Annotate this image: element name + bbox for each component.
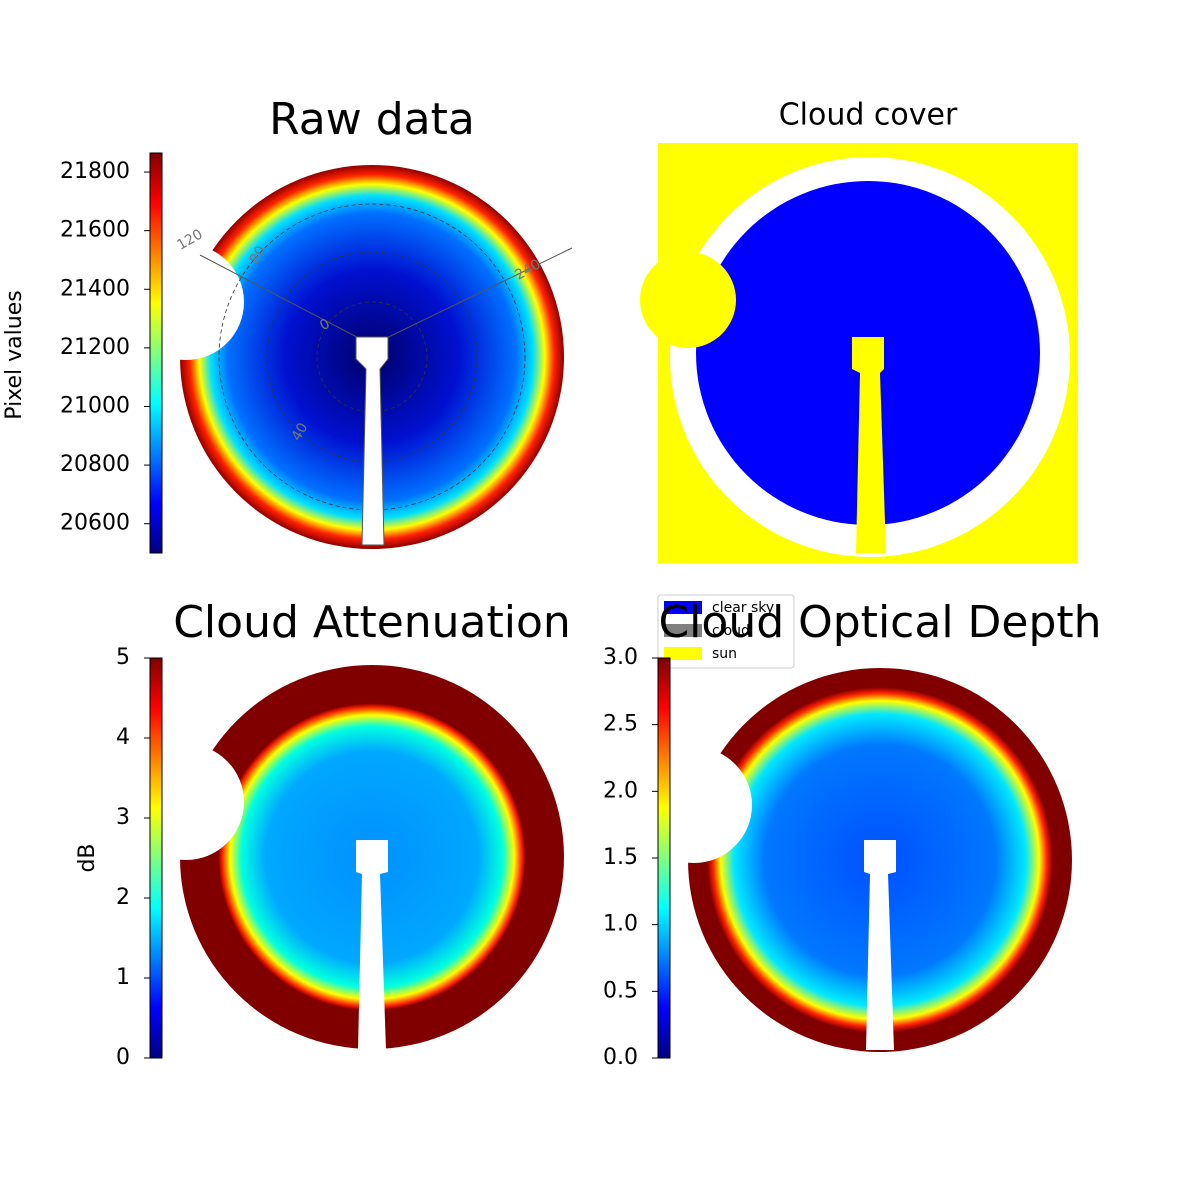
colorbar-tick-label: 0.0 (603, 1045, 638, 1070)
legend-label: sun (712, 646, 737, 662)
legend-swatch (664, 624, 702, 637)
colorbar-tick-label: 2 (116, 885, 130, 910)
colorbar-tick-label: 3 (116, 805, 130, 830)
panel-title: Raw data (269, 94, 475, 145)
attenuation-image (128, 665, 564, 1050)
colorbar (657, 657, 671, 1059)
colorbar-tick-label: 2.5 (603, 712, 638, 737)
panel-title: Cloud cover (779, 98, 958, 133)
colorbar-tick-label: 20800 (60, 452, 130, 477)
polar-label: 80 (247, 243, 270, 266)
colorbar-label: dB (75, 843, 100, 872)
colorbar-tick-label: 21200 (60, 335, 130, 360)
colorbar-tick-label: 20600 (60, 511, 130, 536)
cloud-cover-image (640, 143, 1078, 563)
colorbar-tick-label: 0.5 (603, 978, 638, 1003)
colorbar-tick-label: 4 (116, 725, 130, 750)
legend-swatch (664, 647, 702, 660)
polar-label: 40 (289, 420, 312, 443)
colorbar-tick-label: 1 (116, 965, 130, 990)
colorbar-label: Pixel values (2, 290, 27, 419)
legend-label: cloud (712, 623, 750, 639)
optical-depth-image (636, 668, 1072, 1052)
legend-swatch (664, 601, 702, 614)
legend-label: clear sky (712, 600, 774, 616)
colorbar-tick-label: 21000 (60, 393, 130, 418)
panel-title: Cloud Attenuation (173, 597, 571, 648)
colorbar-tick-label: 2.0 (603, 778, 638, 803)
colorbar-tick-label: 1.5 (603, 845, 638, 870)
colorbar (149, 152, 163, 554)
colorbar (149, 657, 163, 1059)
colorbar-tick-label: 1.0 (603, 912, 638, 937)
colorbar-tick-label: 21400 (60, 276, 130, 301)
panel-title: Cloud Optical Depth (658, 597, 1101, 648)
raw-image (128, 165, 573, 549)
colorbar-tick-label: 0 (116, 1045, 130, 1070)
colorbar-tick-label: 21800 (60, 159, 130, 184)
colorbar-tick-label: 5 (116, 645, 130, 670)
colorbar-tick-label: 3.0 (603, 645, 638, 670)
colorbar-tick-label: 21600 (60, 218, 130, 243)
